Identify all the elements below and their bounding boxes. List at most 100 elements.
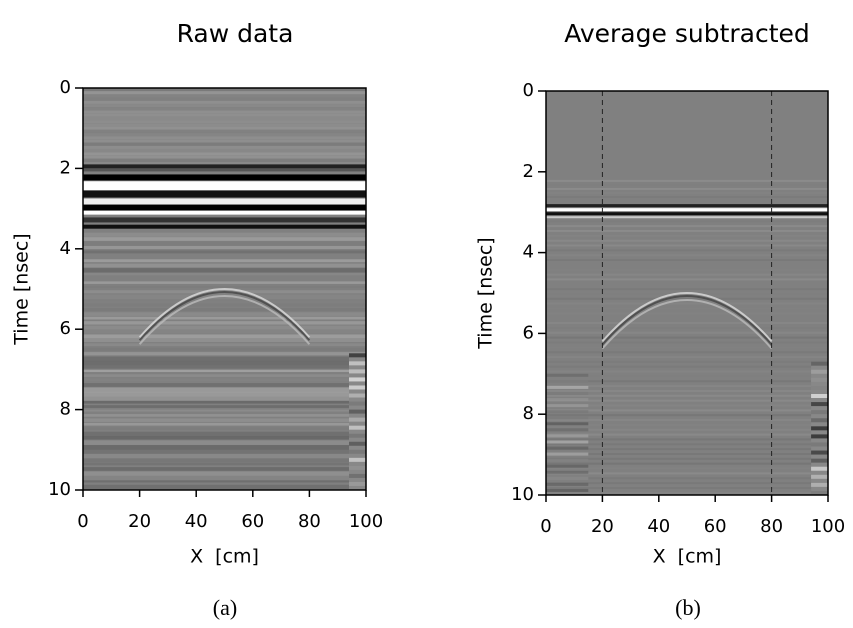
texture-left	[546, 404, 589, 408]
texture-stripe	[546, 278, 828, 281]
texture-stripe	[546, 312, 828, 315]
texture-stripe	[83, 325, 366, 330]
texture-stripe	[546, 288, 828, 291]
texture-stripe	[83, 312, 366, 316]
texture-stripe	[546, 331, 828, 334]
hyperbola	[138, 288, 311, 338]
texture-stripe	[546, 196, 828, 199]
texture-strip-band	[811, 442, 828, 447]
texture-stripe	[83, 400, 366, 404]
texture-stripe	[83, 422, 366, 426]
texture-stripe	[83, 378, 366, 382]
texture-strip-band	[811, 361, 828, 366]
texture-stripe	[83, 440, 366, 446]
texture-stripe	[546, 404, 828, 407]
texture-strip-band	[811, 402, 828, 407]
texture-stripe	[83, 254, 366, 258]
texture-left	[546, 446, 589, 450]
x-tick-label: 60	[241, 511, 264, 532]
chart-title: Average subtracted	[564, 19, 810, 48]
texture-left	[546, 398, 589, 402]
texture-left	[546, 373, 589, 377]
texture-stripe	[83, 268, 366, 273]
plot-frame	[82, 87, 367, 491]
texture-stripe	[83, 224, 366, 229]
texture-stripe	[546, 297, 828, 300]
y-tick-label: 6	[60, 318, 71, 339]
texture-stripe	[83, 250, 366, 254]
texture-stripe	[83, 374, 366, 377]
texture-stripe	[546, 268, 828, 271]
texture-stripe	[83, 276, 366, 281]
texture-stripe	[83, 142, 366, 146]
texture-stripe	[546, 414, 828, 417]
texture-stripe	[83, 161, 366, 165]
x-tick-label: 40	[185, 511, 208, 532]
texture-stripe	[83, 97, 366, 101]
texture-stripe	[83, 104, 366, 108]
texture-stripe	[546, 322, 828, 325]
texture-left	[546, 458, 589, 462]
texture-strip-band	[349, 425, 366, 430]
texture-stripe	[546, 326, 828, 329]
texture-stripe	[546, 399, 828, 402]
texture-left	[546, 385, 589, 389]
y-tick-label: 4	[60, 238, 71, 259]
texture-stripe	[83, 396, 366, 402]
y-tick-label: 2	[60, 157, 71, 178]
x-tick-label: 60	[704, 516, 727, 537]
texture-stripe	[546, 409, 828, 412]
texture-left	[546, 488, 589, 492]
texture-stripe	[83, 210, 366, 215]
texture-stripe	[546, 472, 828, 475]
texture-stripe	[83, 116, 366, 120]
y-tick-label: 0	[60, 77, 71, 98]
texture-strip-band	[349, 457, 366, 462]
texture-left	[546, 440, 589, 444]
texture-stripe	[546, 423, 828, 426]
texture-stripe	[83, 94, 366, 98]
x-tick-label: 20	[128, 511, 151, 532]
texture-stripe	[83, 303, 366, 307]
hyperbola	[138, 291, 311, 341]
texture-stripe	[83, 369, 366, 373]
hyperbola	[601, 299, 773, 350]
texture-left	[546, 391, 589, 395]
texture-stripe	[83, 391, 366, 397]
texture-stripe	[83, 294, 366, 300]
texture-stripe	[83, 158, 366, 162]
texture-stripe	[546, 273, 828, 276]
texture-stripe	[83, 113, 366, 117]
texture-stripe	[83, 467, 366, 471]
texture-stripe	[546, 192, 828, 194]
texture-stripe	[83, 330, 366, 334]
texture-stripe	[546, 457, 828, 460]
texture-stripe	[83, 110, 366, 114]
texture-left	[546, 470, 589, 474]
x-tick-label: 100	[811, 516, 845, 537]
texture-left	[546, 452, 589, 456]
texture-stripe	[83, 168, 366, 172]
x-axis-label: X [cm]	[653, 546, 722, 568]
texture-strip-band	[811, 490, 828, 495]
texture-stripe	[83, 356, 366, 362]
texture-stripe	[83, 387, 366, 393]
texture-stripe	[83, 475, 366, 481]
texture-stripe	[83, 409, 366, 412]
texture-stripe	[83, 123, 366, 127]
texture-stripe	[83, 299, 366, 302]
hyperbola	[601, 292, 773, 343]
x-tick-label: 0	[77, 511, 88, 532]
texture-stripe	[83, 190, 366, 198]
texture-strip-band	[349, 449, 366, 454]
texture-stripe	[83, 217, 366, 223]
y-tick-label: 8	[523, 403, 534, 424]
texture-left	[546, 422, 589, 426]
texture-stripe	[546, 419, 828, 422]
texture-stripe	[83, 155, 366, 159]
texture-stripe	[83, 272, 366, 276]
texture-stripe	[546, 254, 828, 257]
texture-stripe	[83, 453, 366, 459]
texture-strip-band	[349, 481, 366, 486]
